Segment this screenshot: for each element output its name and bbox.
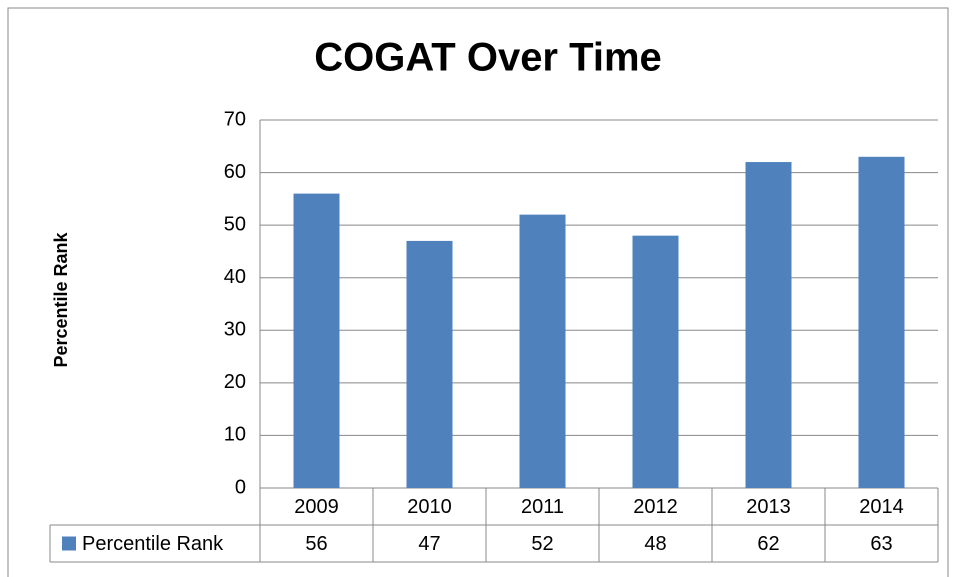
bar <box>519 214 566 488</box>
x-tick-label: 2011 <box>521 496 564 518</box>
bar <box>632 235 679 488</box>
table-value: 63 <box>870 533 892 555</box>
x-tick-label: 2010 <box>407 496 452 518</box>
bar <box>745 162 792 489</box>
table-value: 62 <box>757 533 779 555</box>
chart-border <box>7 7 949 577</box>
chart-title: COGAT Over Time <box>314 36 662 80</box>
y-tick-label: 50 <box>224 213 246 235</box>
y-tick-label: 10 <box>224 424 246 446</box>
table-value: 47 <box>418 533 440 555</box>
y-tick-label: 60 <box>224 161 246 183</box>
bar <box>406 240 453 488</box>
y-tick-label: 0 <box>235 476 246 498</box>
bar <box>858 156 905 489</box>
legend-label: Percentile Rank <box>82 533 224 555</box>
y-axis-title: Percentile Rank <box>51 231 71 367</box>
table-value: 48 <box>644 533 666 555</box>
x-tick-label: 2013 <box>746 496 791 518</box>
table-value: 52 <box>531 533 553 555</box>
bar <box>293 193 340 488</box>
x-tick-label: 2014 <box>859 496 904 518</box>
y-tick-label: 20 <box>224 371 246 393</box>
y-tick-label: 40 <box>224 266 246 288</box>
x-tick-label: 2012 <box>633 496 678 518</box>
y-tick-label: 70 <box>224 108 246 130</box>
y-tick-label: 30 <box>224 319 246 341</box>
table-value: 56 <box>305 533 327 555</box>
x-tick-label: 2009 <box>294 496 339 518</box>
legend-swatch <box>62 536 76 551</box>
